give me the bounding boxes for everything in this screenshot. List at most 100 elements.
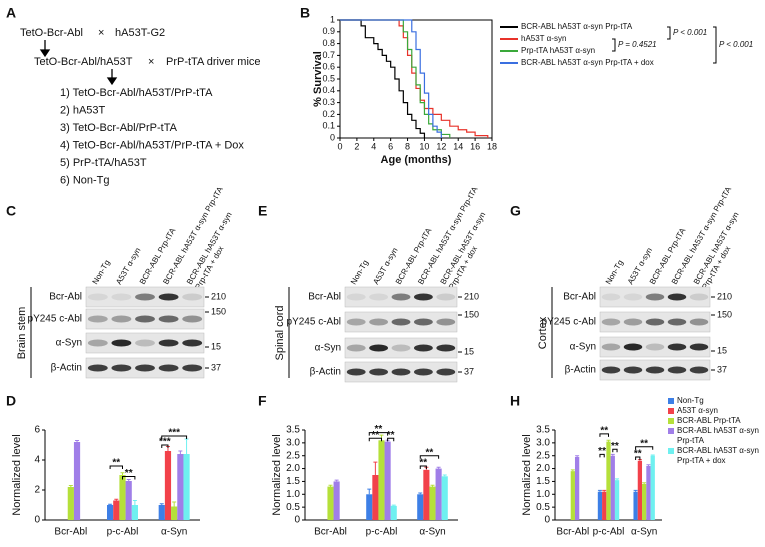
bar [119, 475, 126, 520]
bar [333, 481, 340, 520]
error-bar [391, 504, 396, 506]
significance-label: ** [419, 458, 427, 469]
y-tick-label: 4 [34, 455, 40, 466]
blot-band [135, 315, 155, 323]
significance-label: ** [600, 425, 608, 436]
error-bar [334, 479, 339, 482]
bar [606, 441, 611, 520]
x-tick-label: p-c-Abl [366, 527, 398, 538]
significance-label: ** [375, 424, 383, 435]
x-tick-label: 18 [487, 141, 497, 151]
significance-bracket [368, 437, 382, 442]
cross: × [148, 56, 154, 68]
survival-curve [340, 19, 426, 138]
y-tick-label: 0 [330, 132, 335, 142]
y-tick-label: 0.1 [322, 121, 335, 131]
blot-band [87, 293, 108, 301]
blot-band [436, 318, 456, 326]
blot-band [346, 344, 366, 352]
bar [131, 505, 138, 520]
tissue-label: Brain stem [16, 307, 28, 360]
blot-band [158, 364, 179, 372]
error-bar [570, 469, 575, 472]
group-item: 6) Non-Tg [60, 174, 110, 186]
legend-swatch [668, 448, 674, 454]
group-item: 3) TetO-Bcr-Abl/PrP-tTA [60, 122, 178, 134]
error-bar [172, 501, 177, 507]
bar [183, 454, 190, 520]
marker-label: 150 [211, 306, 226, 316]
blot-strip [599, 336, 711, 358]
bar [125, 481, 132, 520]
blot-band [413, 368, 433, 376]
x-tick-label: 16 [470, 141, 480, 151]
blot-band [182, 315, 203, 323]
error-bar [373, 461, 378, 475]
blot-band [346, 318, 366, 326]
p-value: P < 0.001 [719, 40, 753, 49]
error-bar [178, 450, 183, 454]
bar [366, 494, 373, 520]
blot-band [413, 318, 433, 326]
marker-label: 210 [211, 291, 226, 301]
error-bar [610, 453, 615, 456]
blot-band [645, 293, 665, 301]
error-bar [606, 439, 611, 442]
y-tick-label: 2.5 [286, 450, 300, 461]
blot-band [158, 339, 179, 347]
group-item: 4) TetO-Bcr-Abl/hA53T/PrP-tTA + Dox [60, 139, 244, 151]
row-label: β-Actin [565, 365, 596, 376]
blot-band [346, 368, 366, 376]
blot-strip [85, 332, 205, 354]
bar [327, 486, 334, 520]
blot-band [645, 318, 665, 326]
x-tick-label: p-c-Abl [593, 527, 625, 538]
blot-band [623, 366, 643, 374]
significance-bracket [419, 465, 427, 469]
legend-swatch [668, 408, 674, 414]
error-bar [442, 474, 447, 477]
row-label: α-Syn [315, 343, 341, 354]
blot-band [111, 364, 132, 372]
blot-band [667, 318, 687, 326]
error-bar [159, 503, 164, 505]
blot-band [135, 293, 155, 301]
y-tick-label: 1.0 [286, 489, 300, 500]
marker-label: 150 [464, 309, 479, 319]
y-tick-label: 1 [330, 14, 335, 24]
blot-band [436, 293, 456, 301]
bar [637, 460, 643, 520]
y-tick-label: 0 [294, 515, 300, 526]
blot-band [623, 343, 643, 351]
row-label: α-Syn [56, 338, 82, 349]
significance-bracket [635, 446, 654, 450]
error-bar [615, 478, 620, 481]
y-tick-label: 1.5 [536, 476, 550, 487]
significance-label: ** [387, 430, 395, 441]
blot-band [87, 315, 108, 323]
significance-bracket [419, 455, 440, 459]
blot-band [645, 343, 665, 351]
panel-label: D [6, 393, 16, 409]
bar [597, 491, 603, 520]
blot-band [87, 364, 108, 372]
blot-band [391, 344, 411, 352]
blot-band [182, 293, 203, 301]
bar [107, 505, 114, 520]
x-tick-label: 14 [453, 141, 463, 151]
p-bracket [612, 38, 616, 52]
significance-label: ** [634, 449, 642, 460]
significance-bracket [368, 432, 389, 436]
bar [633, 491, 638, 520]
x-tick-label: α-Syn [631, 527, 657, 538]
blot-band [87, 339, 108, 347]
arrow-head [39, 49, 51, 58]
y-tick-label: 3.0 [286, 437, 300, 448]
significance-label: ** [125, 468, 133, 479]
significance-bracket [599, 453, 605, 458]
significance-bracket [635, 456, 641, 460]
blot-band [158, 293, 179, 301]
significance-label: *** [168, 428, 180, 439]
y-axis-label: Normalized level [521, 434, 533, 515]
y-tick-label: 2.0 [286, 463, 300, 474]
